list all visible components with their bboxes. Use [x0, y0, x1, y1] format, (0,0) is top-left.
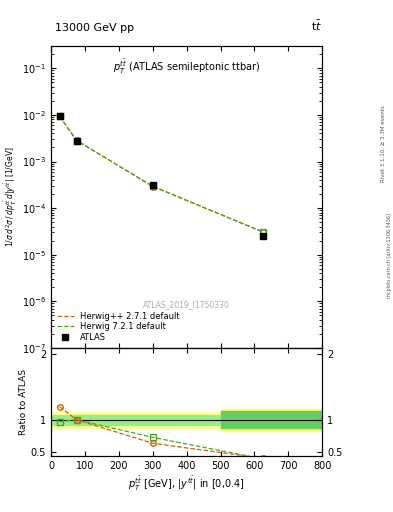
Herwig 7.2.1 default: [57, 113, 62, 119]
ATLAS: [151, 181, 155, 187]
Y-axis label: Ratio to ATLAS: Ratio to ATLAS: [19, 369, 28, 435]
Herwig++ 2.7.1 default: [57, 113, 62, 119]
Line: Herwig 7.2.1 default: Herwig 7.2.1 default: [60, 116, 263, 232]
Y-axis label: $1/\sigma\,d^2\sigma\,/\,dp_T^{t\bar{t}}\,d|y^{t\bar{t}}|$ [1/GeV]: $1/\sigma\,d^2\sigma\,/\,dp_T^{t\bar{t}}…: [3, 146, 19, 247]
Text: $p_T^{t\bar{t}}$ (ATLAS semileptonic ttbar): $p_T^{t\bar{t}}$ (ATLAS semileptonic ttb…: [113, 58, 260, 76]
Herwig 7.2.1 default: [261, 229, 265, 235]
ATLAS: [74, 138, 79, 144]
Text: Rivet 3.1.10, ≥ 3.3M events: Rivet 3.1.10, ≥ 3.3M events: [381, 105, 386, 182]
ATLAS: [261, 233, 265, 239]
Line: ATLAS: ATLAS: [56, 113, 266, 240]
ATLAS: [57, 113, 62, 119]
Text: t$\bar{t}$: t$\bar{t}$: [311, 19, 322, 33]
Text: mcplots.cern.ch [arXiv:1306.3436]: mcplots.cern.ch [arXiv:1306.3436]: [387, 214, 391, 298]
X-axis label: $p_T^{t\bar{t}}$ [GeV], $|y^{t\bar{t}}|$ in [0,0.4]: $p_T^{t\bar{t}}$ [GeV], $|y^{t\bar{t}}|$…: [129, 475, 245, 493]
Text: ATLAS_2019_I1750330: ATLAS_2019_I1750330: [143, 300, 230, 309]
Text: 13000 GeV pp: 13000 GeV pp: [55, 23, 134, 33]
Line: Herwig++ 2.7.1 default: Herwig++ 2.7.1 default: [60, 116, 263, 232]
Herwig 7.2.1 default: [74, 137, 79, 143]
Herwig 7.2.1 default: [151, 183, 155, 189]
Herwig++ 2.7.1 default: [151, 183, 155, 189]
Herwig++ 2.7.1 default: [74, 137, 79, 143]
Legend: Herwig++ 2.7.1 default, Herwig 7.2.1 default, ATLAS: Herwig++ 2.7.1 default, Herwig 7.2.1 def…: [55, 310, 182, 344]
Herwig++ 2.7.1 default: [261, 229, 265, 235]
